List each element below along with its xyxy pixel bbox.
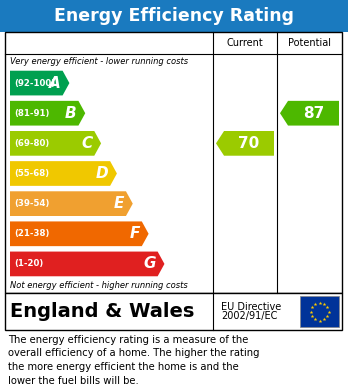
Text: Very energy efficient - lower running costs: Very energy efficient - lower running co… (10, 57, 188, 66)
Polygon shape (280, 101, 339, 126)
Text: B: B (65, 106, 77, 121)
Text: F: F (129, 226, 140, 241)
Text: Current: Current (227, 38, 263, 48)
Text: (81-91): (81-91) (14, 109, 49, 118)
Text: lower the fuel bills will be.: lower the fuel bills will be. (8, 375, 139, 386)
Text: Energy Efficiency Rating: Energy Efficiency Rating (54, 7, 294, 25)
Text: the more energy efficient the home is and the: the more energy efficient the home is an… (8, 362, 239, 372)
Polygon shape (10, 71, 69, 95)
Text: (21-38): (21-38) (14, 229, 49, 238)
Bar (300, 296, 339, 327)
Text: C: C (81, 136, 92, 151)
Text: A: A (49, 75, 61, 91)
Text: (69-80): (69-80) (14, 139, 49, 148)
Text: overall efficiency of a home. The higher the rating: overall efficiency of a home. The higher… (8, 348, 260, 359)
Bar (5, 293, 342, 330)
Text: The energy efficiency rating is a measure of the: The energy efficiency rating is a measur… (8, 335, 248, 345)
Text: (1-20): (1-20) (14, 260, 43, 269)
Text: Potential: Potential (288, 38, 331, 48)
Text: D: D (95, 166, 108, 181)
Text: 70: 70 (238, 136, 260, 151)
Text: E: E (113, 196, 124, 211)
Polygon shape (10, 161, 117, 186)
Text: Not energy efficient - higher running costs: Not energy efficient - higher running co… (10, 282, 188, 291)
Text: England & Wales: England & Wales (10, 302, 195, 321)
Polygon shape (10, 191, 133, 216)
Polygon shape (10, 101, 85, 126)
Polygon shape (216, 131, 274, 156)
Bar (5, 32, 342, 293)
Polygon shape (10, 251, 165, 276)
Text: EU Directive: EU Directive (221, 301, 281, 312)
Text: (92-100): (92-100) (14, 79, 55, 88)
Text: 2002/91/EC: 2002/91/EC (221, 312, 277, 321)
Text: 87: 87 (303, 106, 324, 121)
Bar (0, 0, 348, 32)
Polygon shape (10, 131, 101, 156)
Text: (39-54): (39-54) (14, 199, 49, 208)
Polygon shape (10, 221, 149, 246)
Text: G: G (143, 256, 156, 271)
Text: (55-68): (55-68) (14, 169, 49, 178)
